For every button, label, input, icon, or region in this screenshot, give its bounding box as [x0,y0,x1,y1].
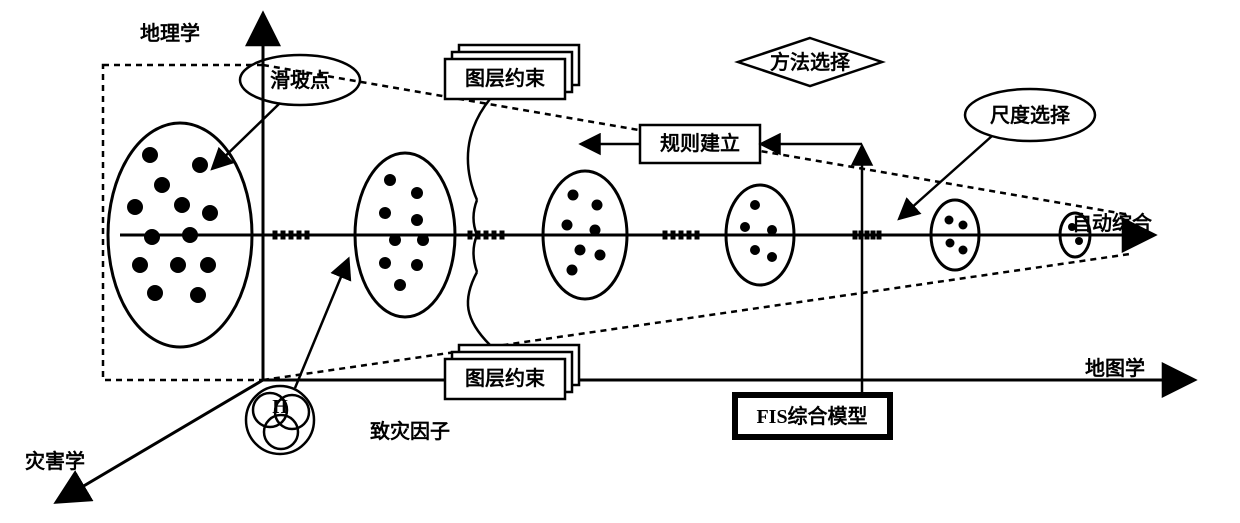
cluster-dot [389,234,401,246]
axis-x-label: 地图学 [1085,356,1145,380]
axis-tick [297,231,302,240]
cluster-dot [767,225,777,235]
cluster-dot [946,239,955,248]
cluster-dot [590,225,601,236]
axis-tick [687,231,692,240]
cluster-dot [1075,237,1083,245]
rule-box-label: 规则建立 [660,131,740,155]
cluster-dot [562,220,573,231]
axis-tick [484,231,489,240]
cluster-dot [379,257,391,269]
cluster-dot [595,250,606,261]
cluster-dot [379,207,391,219]
cluster-dot [417,234,429,246]
cluster-dot [147,285,163,301]
cluster-dot [174,197,190,213]
axis-z-label: 灾害学 [25,449,85,473]
cluster-dot [127,199,143,215]
cluster-dot [200,257,216,273]
cluster-dot [575,245,586,256]
landslide-label: 滑坡点 [270,69,330,92]
cluster-dot [394,279,406,291]
axis-tick [305,231,310,240]
method-select-label: 方法选择 [770,50,851,74]
axis-tick [273,231,278,240]
cluster-dot [132,257,148,273]
front-plane [103,65,263,380]
axis-tick [871,231,876,240]
fis-box-label: FIS综合模型 [756,404,867,428]
cluster-dot [750,245,760,255]
axis-tick [663,231,668,240]
axis-z [60,380,263,500]
cluster-dot [384,174,396,186]
axis-tick [877,231,882,240]
cluster-dot [182,227,198,243]
persp-bot [263,254,1130,380]
cluster-dot [411,214,423,226]
cluster-dot [411,187,423,199]
cluster-dot [959,221,968,230]
layer-top-label: 图层约束 [465,66,546,90]
cluster-dot [142,147,158,163]
axis-h-label: 自动综合 [1072,211,1153,235]
axis-tick [289,231,294,240]
hazard-h-label: H [272,396,288,418]
callout-scale-select: 尺度选择 [900,89,1095,218]
cluster-dot [945,216,954,225]
cluster-dot [592,200,603,211]
axis-tick [865,231,870,240]
callout-rule: 规则建立 [640,125,760,163]
diagram-canvas: 滑坡点 尺度选择 方法选择 图层约束 图层约束 规则建立 FIS综合模型 [0,0,1240,523]
axis-tick [281,231,286,240]
cluster-dot [144,229,160,245]
cluster-dot [154,177,170,193]
axis-tick [853,231,858,240]
scale-select-label: 尺度选择 [990,103,1071,127]
callout-layer-top: 图层约束 [445,45,579,200]
axis-tick [468,231,473,240]
cluster-dot [190,287,206,303]
axis-tick [492,231,497,240]
cluster-dot [750,200,760,210]
cluster-dot [567,265,578,276]
cluster-dot [959,246,968,255]
cluster-dot [170,257,186,273]
callout-landslide: 滑坡点 [213,55,360,168]
cluster-dot [411,259,423,271]
cluster-dot [568,190,579,201]
axis-tick [671,231,676,240]
axis-tick [679,231,684,240]
cluster-dot [192,157,208,173]
cluster-dot [767,252,777,262]
axis-tick [695,231,700,240]
callout-fis: FIS综合模型 [735,395,890,437]
cluster-dot [202,205,218,221]
callout-layer-bot: 图层约束 [445,272,579,399]
cluster-dot [740,222,750,232]
callout-method-select: 方法选择 [738,38,882,86]
axis-y-label: 地理学 [140,21,200,45]
layer-bot-label: 图层约束 [465,366,546,390]
hazard-factor-label: 致灾因子 [370,419,450,443]
axis-tick [500,231,505,240]
